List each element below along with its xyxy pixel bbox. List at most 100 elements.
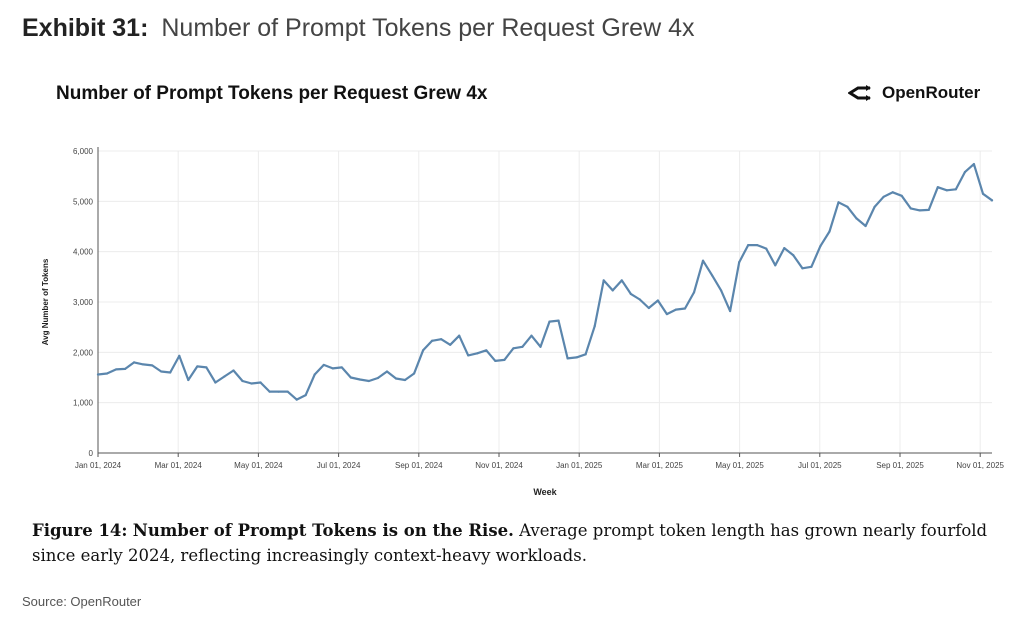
data-point (467, 354, 470, 357)
data-point (882, 195, 885, 198)
data-point (719, 289, 723, 292)
data-point (160, 370, 163, 373)
data-point (738, 261, 741, 264)
data-point (602, 279, 605, 282)
data-point (674, 308, 678, 311)
data-point (367, 379, 371, 383)
data-point (512, 347, 515, 350)
data-point (169, 371, 172, 374)
brand-name: OpenRouter (882, 83, 981, 102)
data-point (133, 361, 136, 364)
data-point (196, 365, 199, 368)
openrouter-logo-icon (848, 85, 871, 101)
data-point (945, 189, 948, 192)
data-point (214, 381, 217, 384)
data-point (629, 292, 632, 296)
data-point (647, 306, 650, 310)
data-point (440, 338, 443, 341)
caption-bold-text: Number of Prompt Tokens is on the Rise. (132, 521, 514, 540)
data-point (232, 369, 235, 372)
data-point (105, 372, 109, 375)
caption-text: Average prompt token length has grown ne… (32, 521, 988, 565)
data-point (223, 375, 226, 378)
data-point (241, 379, 244, 383)
x-tick-label: Jan 01, 2025 (556, 461, 603, 470)
data-point (187, 378, 190, 382)
data-point (123, 367, 127, 371)
x-tick-label: Jan 01, 2024 (75, 461, 122, 470)
data-point (458, 334, 461, 337)
data-point (394, 377, 398, 380)
x-tick-label: May 01, 2024 (234, 461, 283, 470)
data-point (792, 254, 795, 257)
data-point (963, 171, 967, 174)
data-point (972, 162, 976, 166)
x-axis-label: Week (533, 487, 557, 497)
y-tick-label: 6,000 (73, 147, 94, 156)
exhibit-title: Number of Prompt Tokens per Request Grew… (161, 14, 695, 42)
data-point (358, 378, 361, 381)
data-point (322, 363, 325, 367)
data-point (801, 267, 804, 270)
data-point (268, 390, 271, 393)
chart-title: Number of Prompt Tokens per Request Grew… (56, 83, 488, 104)
data-point (611, 289, 614, 292)
data-point (575, 356, 578, 359)
data-point (151, 364, 154, 367)
data-point (692, 291, 696, 294)
data-point (421, 349, 425, 352)
data-point (412, 372, 416, 375)
data-point (936, 186, 939, 189)
data-point (819, 245, 822, 248)
data-point (927, 208, 930, 211)
data-point (665, 312, 669, 316)
data-point (756, 244, 759, 247)
data-point (584, 353, 587, 356)
x-tick-label: Mar 01, 2025 (636, 461, 684, 470)
data-point (710, 274, 714, 277)
y-tick-label: 2,000 (73, 348, 94, 357)
data-point (656, 299, 659, 302)
source-note: Source: OpenRouter (22, 594, 142, 609)
data-point (891, 191, 894, 194)
data-point (96, 373, 100, 376)
data-point (286, 390, 289, 393)
data-point (918, 209, 921, 212)
y-axis-label: Avg Number of Tokens (41, 258, 50, 345)
data-point (431, 339, 434, 342)
data-point (403, 378, 407, 382)
x-tick-label: Nov 01, 2024 (475, 461, 523, 470)
data-point (846, 205, 849, 208)
data-point (566, 357, 569, 360)
data-point (683, 307, 687, 310)
data-point (909, 207, 912, 210)
data-point (295, 398, 298, 401)
y-tick-label: 4,000 (73, 248, 94, 257)
x-tick-label: Jul 01, 2025 (798, 461, 842, 470)
data-point (765, 247, 768, 250)
x-tick-label: Nov 01, 2025 (956, 461, 1004, 470)
data-point (855, 217, 858, 220)
data-point (250, 382, 253, 385)
data-point (142, 363, 145, 366)
data-point (449, 343, 452, 346)
y-tick-label: 5,000 (73, 197, 94, 206)
data-point (864, 224, 867, 228)
data-point (340, 366, 343, 369)
data-point (205, 366, 208, 369)
data-point (376, 376, 380, 380)
y-tick-label: 3,000 (73, 298, 94, 307)
series-line (96, 163, 994, 401)
data-point (620, 279, 623, 282)
y-tick-label: 1,000 (73, 399, 94, 408)
data-point (810, 265, 813, 268)
data-point (900, 194, 903, 197)
data-point (557, 319, 560, 322)
exhibit-heading: Exhibit 31: Number of Prompt Tokens per … (22, 14, 694, 43)
x-tick-label: Sep 01, 2025 (876, 461, 924, 470)
x-tick-label: May 01, 2025 (715, 461, 764, 470)
data-point (828, 230, 831, 233)
data-point (349, 376, 352, 379)
data-point (277, 390, 280, 393)
